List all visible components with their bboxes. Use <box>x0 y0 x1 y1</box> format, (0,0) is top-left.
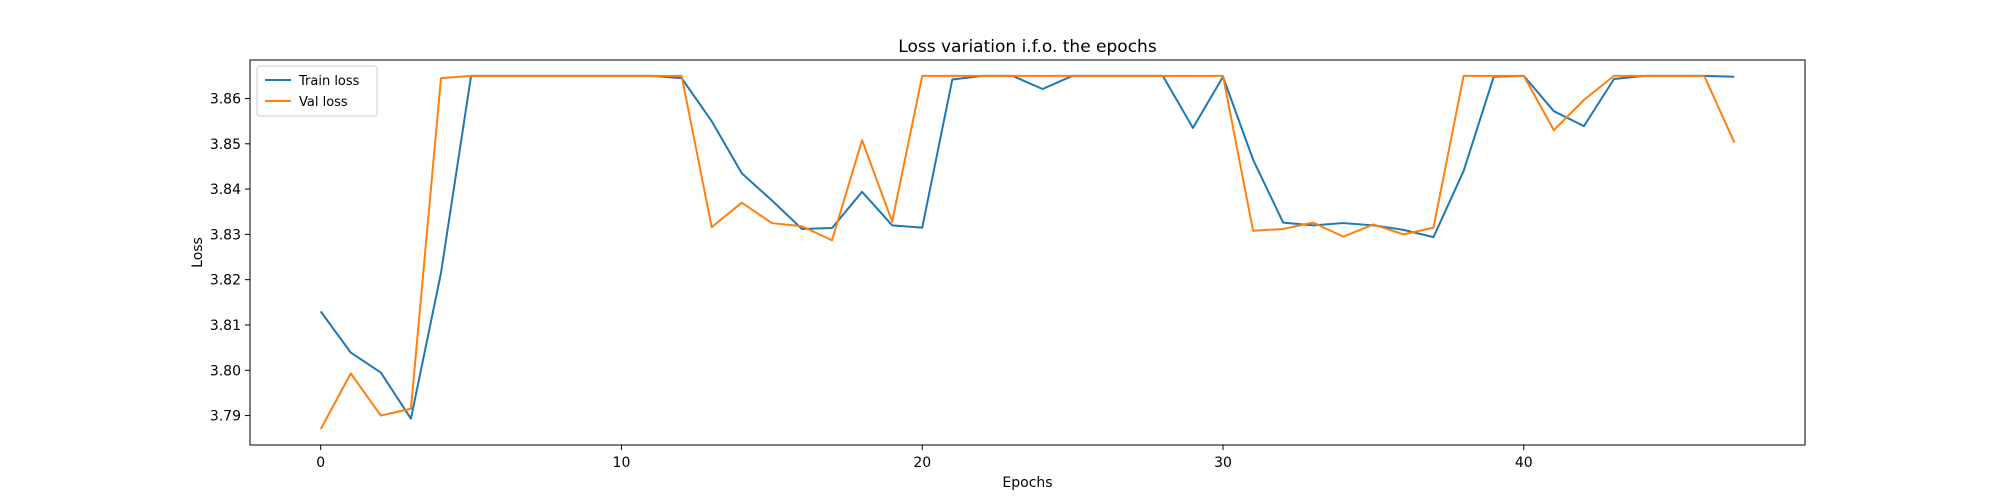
x-axis: 0 10 20 30 40 <box>316 445 1533 471</box>
y-tick-label: 3.82 <box>210 273 241 289</box>
legend-label: Train loss <box>298 74 360 89</box>
plot-area <box>249 59 1806 446</box>
legend-box <box>256 65 378 117</box>
series-line-val-loss <box>319 74 1736 430</box>
series-line-train-loss <box>319 74 1735 420</box>
plot-frame <box>249 59 1806 446</box>
y-axis: 3.79 3.80 3.81 3.82 3.83 3.84 3.85 3.86 <box>210 92 250 425</box>
y-axis-label: Loss <box>190 237 206 268</box>
y-tick-label: 3.85 <box>210 137 241 153</box>
y-tick-label: 3.79 <box>210 409 241 425</box>
y-tick-label: 3.83 <box>210 227 241 243</box>
x-tick-label: 10 <box>613 455 631 471</box>
x-tick-label: 20 <box>913 455 931 471</box>
legend-label: Val loss <box>299 95 348 110</box>
x-tick-label: 30 <box>1214 455 1232 471</box>
y-tick-label: 3.86 <box>210 92 241 108</box>
chart-title: Loss variation i.f.o. the epochs <box>898 37 1157 57</box>
legend-entry: Val loss <box>265 95 348 110</box>
legend-entry: Train loss <box>265 74 360 89</box>
y-tick-label: 3.81 <box>210 318 241 334</box>
legend: Train loss Val loss <box>256 65 378 117</box>
x-tick-label: 40 <box>1515 455 1533 471</box>
y-tick-label: 3.84 <box>210 182 241 198</box>
x-axis-label: Epochs <box>1002 475 1052 491</box>
y-tick-label: 3.80 <box>210 363 241 379</box>
x-tick-label: 0 <box>316 455 325 471</box>
